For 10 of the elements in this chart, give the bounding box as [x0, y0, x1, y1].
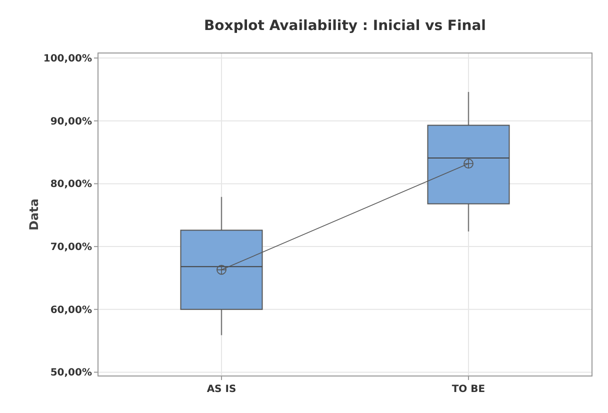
- y-tick-label: 100,00%: [43, 54, 92, 65]
- y-axis-title: Data: [27, 198, 41, 230]
- x-tick-label: AS IS: [206, 384, 236, 395]
- y-tick-label: 80,00%: [50, 179, 92, 190]
- chart-title: Boxplot Availability : Inicial vs Final: [204, 18, 486, 34]
- y-tick-label: 50,00%: [50, 368, 92, 379]
- x-tick-label: TO BE: [452, 384, 486, 395]
- y-tick-label: 70,00%: [50, 242, 92, 254]
- y-tick-label: 60,00%: [50, 304, 92, 316]
- y-tick-label: 90,00%: [50, 116, 92, 128]
